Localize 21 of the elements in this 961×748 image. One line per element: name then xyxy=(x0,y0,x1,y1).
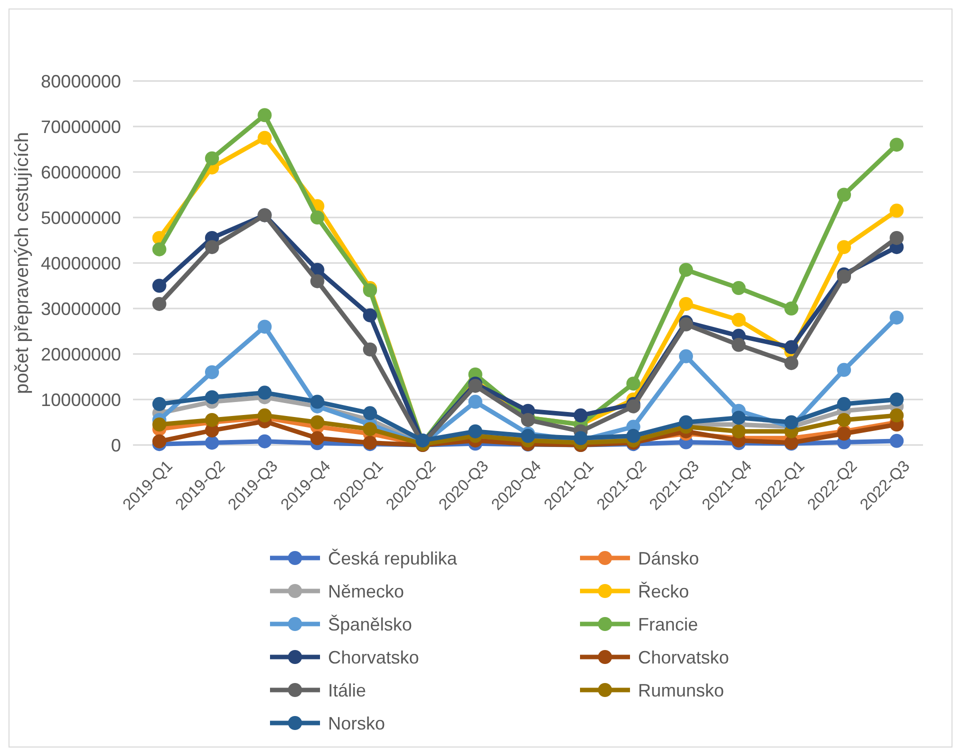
legend-label: Německo xyxy=(328,581,404,602)
legend-label: Španělsko xyxy=(328,614,412,634)
y-tick-label: 50000000 xyxy=(40,208,121,228)
legend-label: Francie xyxy=(638,614,698,634)
legend-label: Řecko xyxy=(638,581,690,602)
y-tick-label: 30000000 xyxy=(40,298,121,319)
y-tick-label: 40000000 xyxy=(40,253,121,274)
legend-label: Rumunsko xyxy=(638,680,724,700)
y-tick-label: 20000000 xyxy=(40,344,121,364)
y-tick-label: 80000000 xyxy=(40,71,121,92)
y-tick-label: 10000000 xyxy=(40,390,121,410)
legend-label: Chorvatsko xyxy=(638,647,730,668)
legend-label: Chorvatsko xyxy=(328,647,420,668)
y-axis-title: počet přepravených cestujících xyxy=(12,132,33,394)
y-tick-label: 0 xyxy=(110,435,121,456)
legend-label: Dánsko xyxy=(638,548,700,568)
y-tick-label: 70000000 xyxy=(40,116,121,137)
legend-label: Itálie xyxy=(328,680,366,700)
y-tick-label: 60000000 xyxy=(40,162,121,182)
legend-label: Norsko xyxy=(328,713,386,734)
legend-label: Česká republika xyxy=(328,548,458,568)
